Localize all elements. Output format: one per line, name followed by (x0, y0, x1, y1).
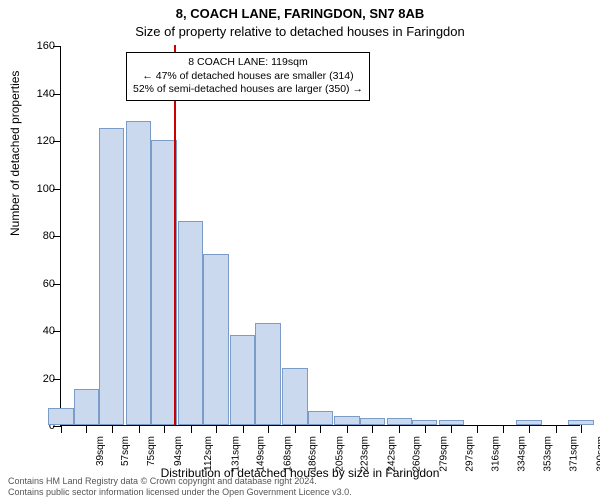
x-tick (191, 425, 192, 433)
histogram-bar (151, 140, 176, 425)
x-tick (268, 425, 269, 433)
x-tick (581, 425, 582, 433)
x-tick-label: 39sqm (95, 436, 106, 466)
x-tick (425, 425, 426, 433)
x-tick-label: 57sqm (120, 436, 131, 466)
annotation-box: 8 COACH LANE: 119sqm← 47% of detached ho… (126, 52, 370, 101)
x-tick (477, 425, 478, 433)
histogram-bar (48, 408, 73, 425)
chart-subtitle: Size of property relative to detached ho… (0, 24, 600, 39)
histogram-bar (282, 368, 307, 425)
x-tick (216, 425, 217, 433)
histogram-bar (387, 418, 412, 425)
footer-line-1: Contains HM Land Registry data © Crown c… (8, 476, 352, 487)
footer-attribution: Contains HM Land Registry data © Crown c… (8, 476, 352, 498)
plot-area: 02040608010012014016039sqm57sqm75sqm94sq… (60, 46, 580, 426)
y-tick-label: 20 (25, 373, 55, 385)
x-tick (347, 425, 348, 433)
y-tick-label: 160 (25, 40, 55, 52)
x-tick (556, 425, 557, 433)
x-tick-label: 75sqm (146, 436, 157, 466)
x-tick (139, 425, 140, 433)
histogram-bar (178, 221, 203, 425)
marker-line (174, 45, 176, 425)
y-tick-label: 120 (25, 135, 55, 147)
histogram-bar (360, 418, 385, 425)
x-tick (112, 425, 113, 433)
histogram-bar (99, 128, 124, 425)
x-tick (243, 425, 244, 433)
x-tick (372, 425, 373, 433)
x-tick (320, 425, 321, 433)
histogram-bar (334, 416, 359, 426)
y-tick-label: 60 (25, 278, 55, 290)
y-tick-label: 140 (25, 88, 55, 100)
x-tick (86, 425, 87, 433)
x-tick (295, 425, 296, 433)
x-tick (503, 425, 504, 433)
histogram-bar (203, 254, 228, 425)
x-tick (529, 425, 530, 433)
chart-container: 8, COACH LANE, FARINGDON, SN7 8AB Size o… (0, 0, 600, 500)
annotation-line-2: ← 47% of detached houses are smaller (31… (133, 70, 363, 84)
y-tick-label: 100 (25, 183, 55, 195)
histogram-bar (308, 411, 333, 425)
y-axis-label: Number of detached properties (8, 71, 22, 236)
x-tick (61, 425, 62, 433)
x-tick (451, 425, 452, 433)
y-tick-label: 80 (25, 230, 55, 242)
histogram-bar (230, 335, 255, 425)
x-tick-label: 94sqm (173, 436, 184, 466)
y-tick-label: 40 (25, 325, 55, 337)
footer-line-2: Contains public sector information licen… (8, 487, 352, 498)
x-tick (164, 425, 165, 433)
chart-title: 8, COACH LANE, FARINGDON, SN7 8AB (0, 6, 600, 21)
histogram-bar (255, 323, 280, 425)
histogram-bar (126, 121, 151, 425)
annotation-line-1: 8 COACH LANE: 119sqm (133, 56, 363, 70)
annotation-line-3: 52% of semi-detached houses are larger (… (133, 83, 363, 97)
x-tick (399, 425, 400, 433)
histogram-bar (74, 389, 99, 425)
